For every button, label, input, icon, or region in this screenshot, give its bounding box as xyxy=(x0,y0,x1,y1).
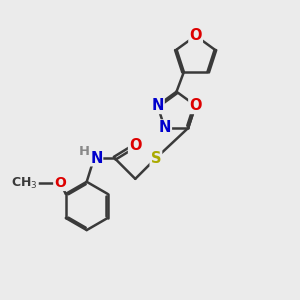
Text: O: O xyxy=(189,28,202,43)
Text: N: N xyxy=(158,120,171,135)
Text: O: O xyxy=(54,176,66,190)
Text: N: N xyxy=(151,98,164,113)
Text: O: O xyxy=(129,138,142,153)
Text: H: H xyxy=(79,145,90,158)
Text: S: S xyxy=(151,151,161,166)
Text: O: O xyxy=(189,98,202,113)
Text: N: N xyxy=(90,151,103,166)
Text: CH$_3$: CH$_3$ xyxy=(11,176,38,190)
